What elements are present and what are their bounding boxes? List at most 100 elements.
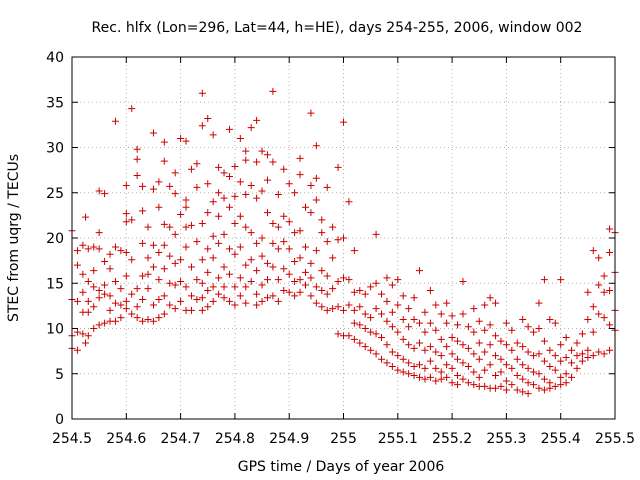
data-point [329,223,337,231]
data-point [312,142,320,150]
data-point [405,359,413,367]
data-point [73,261,81,269]
data-point [530,368,538,376]
data-point [231,283,239,291]
axis-ticks [71,56,616,420]
data-point [307,274,315,282]
data-point [274,245,282,253]
data-point [106,306,114,314]
data-point [589,303,597,311]
data-point [79,288,87,296]
data-point [149,185,157,193]
data-point [519,315,527,323]
data-point [312,283,320,291]
data-point [291,292,299,300]
data-point [182,283,190,291]
data-point [84,332,92,340]
data-point [459,359,467,367]
data-point [95,229,103,237]
data-point [578,357,586,365]
data-point [448,364,456,372]
data-point [285,288,293,296]
data-point [361,343,369,351]
data-point [133,145,141,153]
data-point [198,256,206,264]
y-tick-labels: 0 5 10 15 20 25 30 35 40 [46,50,64,428]
data-point [122,272,130,280]
data-point [378,310,386,318]
data-point [454,372,462,380]
data-point [101,190,109,198]
data-point [318,267,326,275]
data-point [432,326,440,334]
data-point [524,348,532,356]
data-point [318,286,326,294]
data-point [193,296,201,304]
data-point [340,234,347,242]
data-point [258,281,266,289]
data-point [329,305,337,313]
chart-title: Rec. hlfx (Lon=296, Lat=44, h=HE), days … [92,20,583,36]
data-point [388,308,396,316]
data-point [372,330,380,338]
x-tick-label: 255.4 [541,431,581,447]
data-point [301,243,309,251]
data-point [367,328,375,336]
data-point [502,341,510,349]
data-point [454,381,462,389]
data-point [372,279,380,287]
data-point [84,297,92,305]
data-point [225,203,233,211]
data-point [340,118,347,126]
data-point [253,267,261,275]
data-point [508,346,516,354]
data-point [253,194,261,202]
data-point [405,370,413,378]
data-point [82,339,90,347]
data-point [307,292,315,300]
data-point [410,372,418,380]
data-point [426,286,434,294]
data-point [73,247,81,255]
data-point [595,281,603,289]
data-point [122,305,130,313]
data-point [345,276,353,284]
data-point [177,297,185,305]
data-point [242,156,250,164]
data-point [578,350,586,358]
data-point [258,234,266,242]
data-point [502,319,510,327]
data-point [562,370,570,378]
data-point [383,341,391,349]
data-point [432,301,440,309]
data-point [258,297,266,305]
data-point [426,343,434,351]
data-point [551,366,559,374]
data-point [481,348,489,356]
data-point [247,182,255,190]
data-point [209,254,217,262]
data-point [95,321,103,329]
data-point [350,288,358,296]
data-point [182,203,190,211]
data-point [595,310,603,318]
data-point [215,212,223,220]
data-point [117,301,125,309]
data-point [448,350,456,358]
data-point [557,381,565,389]
data-point [481,382,489,390]
data-point [513,339,521,347]
y-axis-label: STEC from uqrg / TECUs [6,154,22,322]
x-tick-label: 255.2 [432,431,472,447]
data-point [106,250,114,258]
data-point [497,337,505,345]
data-point [410,315,418,323]
data-point [470,328,478,336]
data-point [149,317,157,325]
data-point [584,288,592,296]
data-point [606,321,614,329]
data-point [84,245,92,253]
data-point [209,297,217,305]
data-point [90,303,98,311]
